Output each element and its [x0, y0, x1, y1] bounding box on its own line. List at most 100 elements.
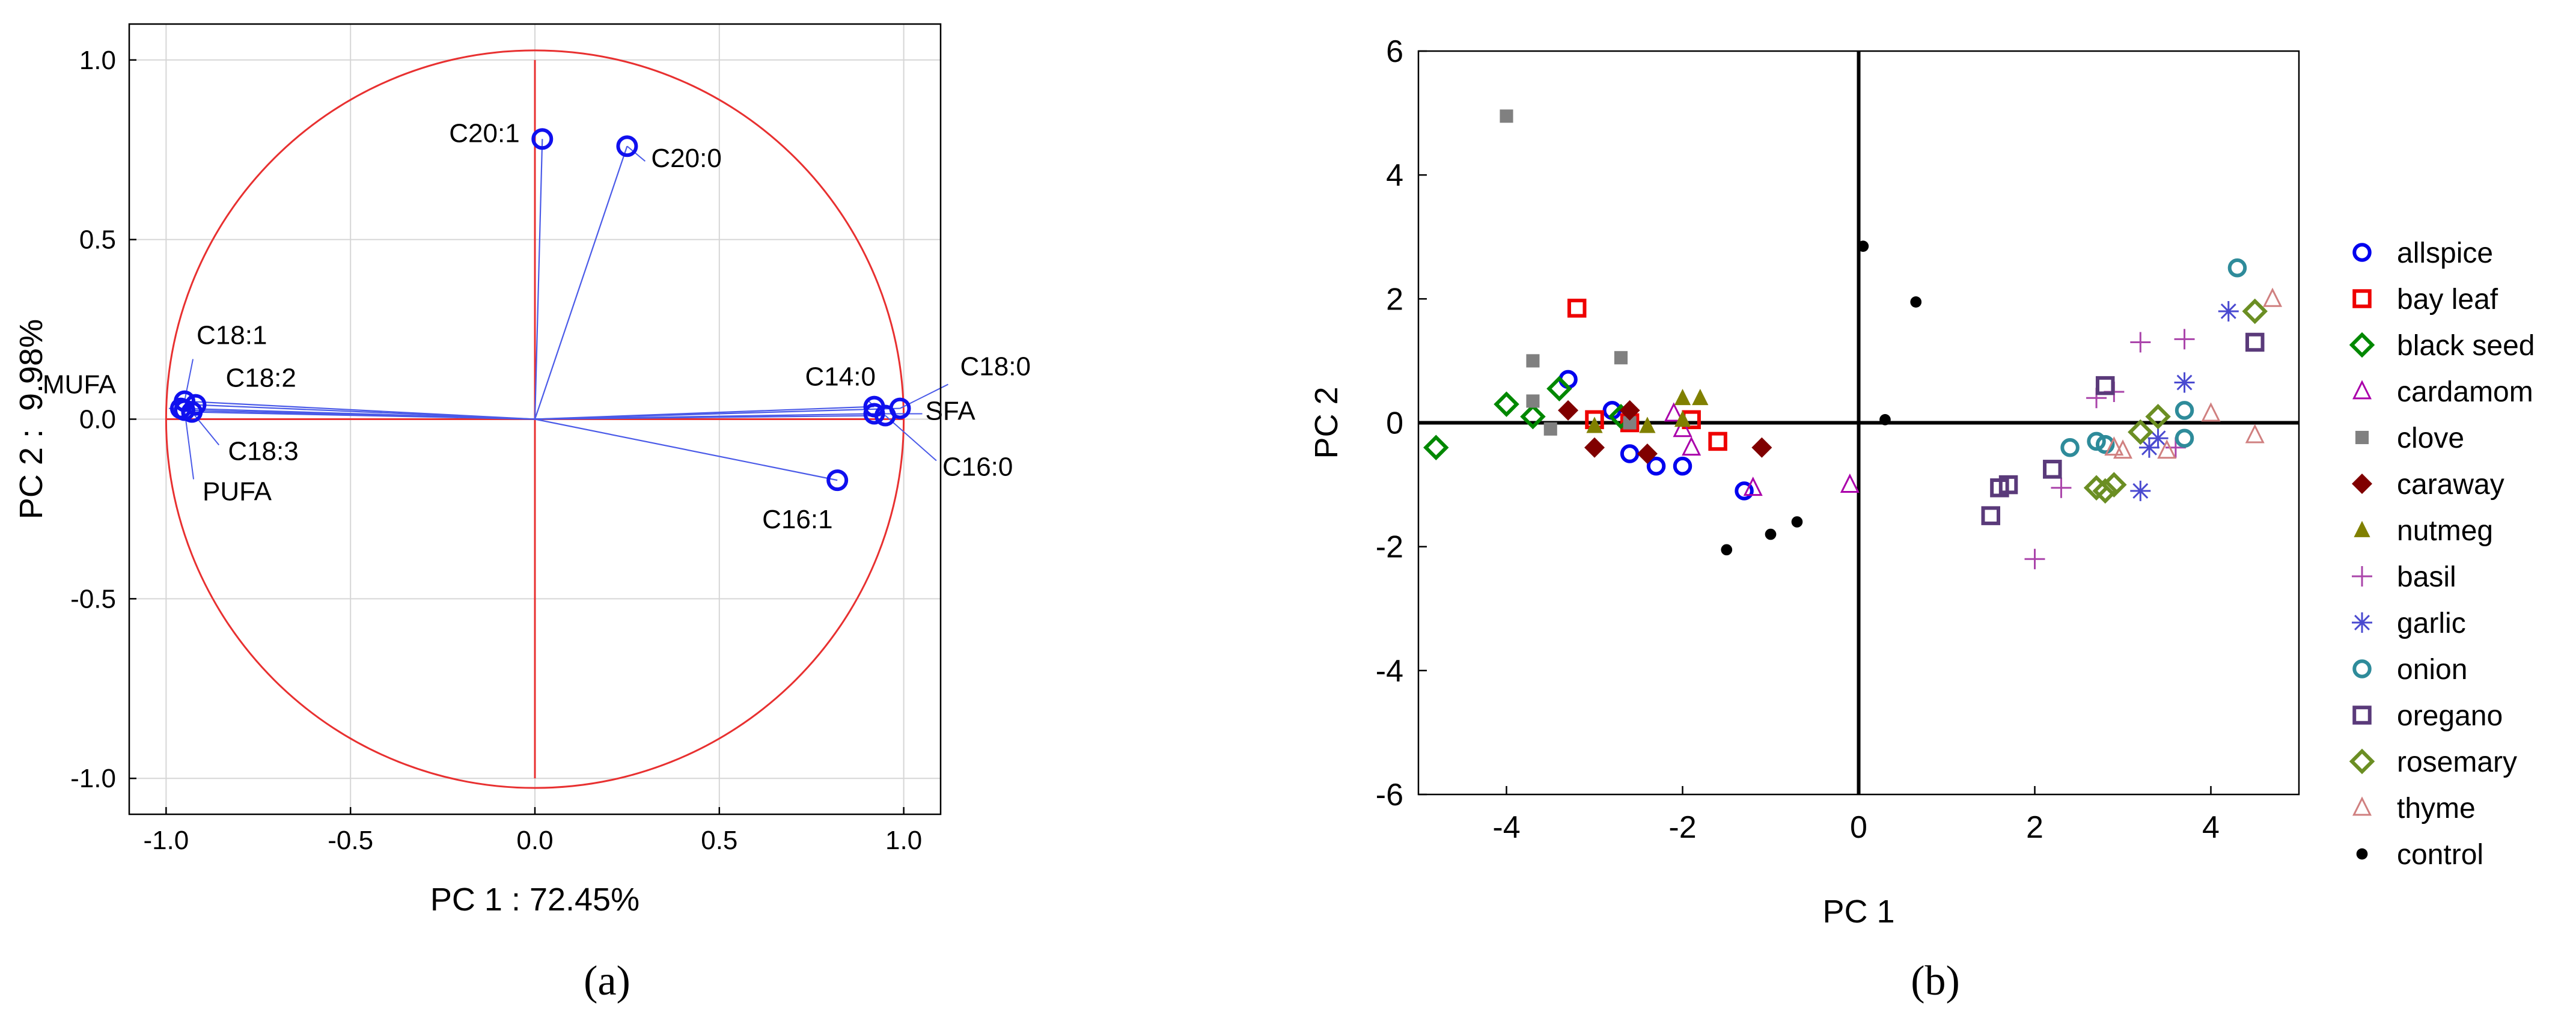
- b-point-oregano: [1990, 478, 2009, 498]
- b-point-onion: [2060, 437, 2080, 457]
- b-y-tick-label: 4: [1386, 158, 1403, 193]
- b-point-black-seed: [1520, 403, 1546, 430]
- b-point-caraway: [1558, 400, 1579, 421]
- b-point-cardamom: [1673, 418, 1692, 437]
- b-y-tick-label: -6: [1376, 778, 1403, 812]
- b-point-clove: [1500, 109, 1513, 123]
- a-vector-c18-0: [534, 407, 900, 420]
- a-label-sfa: SFA: [926, 397, 976, 426]
- b-point-rosemary: [2145, 403, 2171, 430]
- b-point-clove: [1526, 394, 1540, 408]
- a-point-pufa: [174, 399, 196, 421]
- b-point-control: [1879, 413, 1891, 425]
- b-legend: allspice bay leaf black seed cardamom clove c…: [2349, 237, 2535, 871]
- a-x-tick-label: -1.0: [143, 826, 189, 855]
- b-point-bay-leaf: [1567, 299, 1587, 318]
- b-point-rosemary: [2242, 298, 2268, 325]
- b-point-thyme: [2201, 402, 2221, 422]
- b-legend-marker-control: [2356, 848, 2368, 860]
- a-label-c18-3: C18:3: [228, 437, 298, 466]
- b-x-tick-label: 0: [1850, 810, 1867, 845]
- b-point-black-seed: [1546, 376, 1572, 402]
- b-point-garlic: [2218, 300, 2239, 322]
- a-point-c16-0: [874, 404, 896, 427]
- a-y-axis-title: PC 2 : 9.98%: [13, 319, 49, 519]
- b-point-clove: [1526, 354, 1540, 368]
- b-legend-marker-basil: [2352, 566, 2372, 587]
- a-x-tick-label: 0.0: [516, 826, 553, 855]
- b-legend-label-basil: basil: [2397, 561, 2456, 593]
- b-point-cardamom: [1743, 477, 1763, 496]
- b-point-nutmeg: [1639, 416, 1656, 433]
- a-point-c20-1: [531, 128, 554, 150]
- b-point-nutmeg: [1674, 410, 1691, 427]
- a-vector-c20-0: [534, 145, 628, 419]
- b-y-tick-label: 2: [1386, 282, 1403, 317]
- b-point-nutmeg: [1586, 416, 1603, 433]
- a-loading-vectors: [180, 139, 900, 481]
- a-label-leaders: [168, 145, 948, 480]
- b-legend-label-oregano: oregano: [2397, 700, 2503, 732]
- b-point-control: [1721, 544, 1733, 556]
- b-point-allspice: [1673, 456, 1692, 476]
- b-legend-label-control: control: [2397, 839, 2483, 871]
- b-y-tick-label: 6: [1386, 34, 1403, 69]
- a-x-ticks: -1.0 -0.5 0.0 0.5 1.0: [143, 807, 922, 855]
- a-point-c20-0: [616, 135, 638, 157]
- a-label-c20-0: C20:0: [651, 144, 721, 173]
- a-y-tick-label: -0.5: [70, 584, 116, 614]
- b-y-ticks: -6 -4 -2 0 2 4 6: [1376, 34, 1427, 812]
- b-point-clove: [1543, 422, 1557, 436]
- b-legend-label-garlic: garlic: [2397, 608, 2466, 639]
- b-point-basil: [2174, 329, 2195, 350]
- a-y-tick-label: 1.0: [79, 46, 116, 75]
- a-y-ticks: -1.0 -0.5 0.0 0.5 1.0: [70, 46, 136, 793]
- b-legend-marker-thyme: [2352, 796, 2372, 816]
- b-legend-label-bay-leaf: bay leaf: [2397, 284, 2498, 315]
- a-label-c18-0: C18:0: [960, 352, 1031, 382]
- b-point-cardamom: [1682, 436, 1702, 456]
- b-x-ticks: -4 -2 0 2 4: [1492, 786, 2220, 845]
- a-label-c16-1: C16:1: [762, 505, 832, 534]
- b-point-control: [1791, 516, 1803, 528]
- b-point-thyme: [2104, 436, 2124, 456]
- a-vector-pufa: [185, 409, 536, 420]
- a-leader-pufa: [184, 410, 195, 480]
- b-legend-marker-oregano: [2352, 706, 2372, 725]
- b-point-onion: [2175, 428, 2194, 448]
- a-label-pufa: PUFA: [203, 477, 272, 507]
- b-legend-label-black-seed: black seed: [2397, 330, 2535, 362]
- a-x-axis-title: PC 1 : 72.45%: [430, 882, 639, 918]
- a-point-sfa: [863, 403, 885, 425]
- b-point-thyme: [2263, 287, 2283, 307]
- a-label-c20-1: C20:1: [449, 118, 519, 148]
- panel-a-loadings-chart: C20:1 C20:0 C18:1 C18:2 MUFA C18:3 PUFA C14:0 C1…: [13, 23, 1031, 1004]
- a-leader-c18-1: [184, 359, 194, 401]
- b-point-nutmeg: [1692, 388, 1709, 406]
- b-y-axis-title: PC 2: [1308, 386, 1344, 459]
- b-point-clove: [1623, 416, 1637, 430]
- b-point-oregano: [2245, 332, 2265, 352]
- a-label-c18-1: C18:1: [197, 321, 267, 350]
- b-point-rosemary: [2092, 478, 2118, 504]
- b-point-basil: [2130, 332, 2151, 353]
- a-label-c14-0: C14:0: [805, 362, 876, 392]
- b-legend-marker-garlic: [2352, 612, 2372, 633]
- b-point-nutmeg: [1674, 388, 1691, 406]
- b-legend-label-nutmeg: nutmeg: [2397, 515, 2493, 547]
- b-point-onion: [2087, 431, 2106, 451]
- b-point-onion: [2227, 258, 2247, 278]
- b-legend-marker-rosemary: [2349, 748, 2375, 775]
- b-legend-marker-bay-leaf: [2352, 289, 2372, 308]
- b-legend-marker-black-seed: [2349, 332, 2375, 358]
- a-x-tick-label: -0.5: [328, 826, 373, 855]
- b-point-thyme: [2157, 439, 2177, 459]
- b-y-tick-label: -4: [1376, 654, 1403, 689]
- a-leader-c18-3: [191, 411, 220, 446]
- b-point-basil: [2024, 549, 2045, 570]
- a-y-tick-label: 0.0: [79, 405, 116, 434]
- b-point-black-seed: [1494, 391, 1519, 417]
- b-point-allspice: [1735, 481, 1754, 501]
- b-point-basil: [2051, 477, 2072, 498]
